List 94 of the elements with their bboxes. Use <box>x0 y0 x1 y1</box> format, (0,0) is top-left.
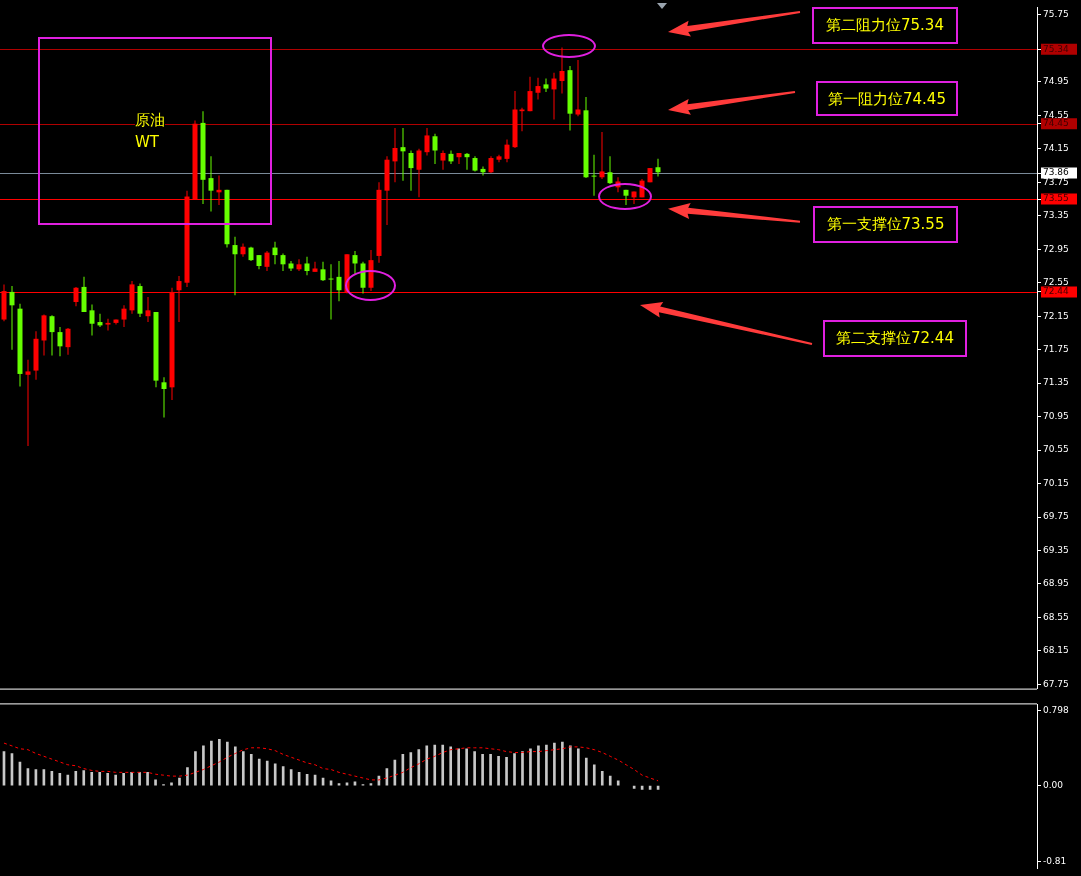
bar <box>218 738 221 786</box>
candlestick <box>400 127 406 181</box>
bar <box>473 751 476 786</box>
bar <box>114 774 117 786</box>
bar <box>592 764 596 786</box>
y-tick-label: 70.55 <box>1043 444 1069 455</box>
y-tick-label: 69.35 <box>1043 544 1069 555</box>
bar <box>497 755 500 786</box>
bar <box>226 741 229 786</box>
bar <box>441 744 445 786</box>
bar <box>561 741 564 786</box>
bar <box>616 780 620 786</box>
bar <box>154 779 157 786</box>
y-tick-label: 67.75 <box>1043 678 1069 689</box>
bar <box>241 751 245 786</box>
bar <box>98 772 102 786</box>
line-series <box>3 742 659 782</box>
bar <box>273 763 277 786</box>
bar <box>449 746 453 786</box>
y-tick-label: 72.44 <box>1043 286 1070 297</box>
annotation: 原油 WT <box>135 109 165 153</box>
ref-line-label: 第一支撑位73.55 <box>813 206 958 243</box>
y-tick-label: 74.55 <box>1043 109 1069 120</box>
y-tick-label: 74.95 <box>1043 76 1069 87</box>
bar <box>489 754 492 786</box>
y-tick-label: 74.15 <box>1043 143 1069 154</box>
bar <box>146 772 149 786</box>
y-tick-label: 73.55 <box>1043 193 1069 204</box>
bar <box>553 742 556 786</box>
bar <box>178 777 181 786</box>
bar <box>66 774 70 786</box>
bar <box>577 748 580 786</box>
bar <box>417 749 421 786</box>
bar <box>537 745 540 786</box>
y-tick-label: 68.15 <box>1043 645 1069 656</box>
y-tick-label: 72.95 <box>1043 243 1069 254</box>
y-tick-label: 0.798 <box>1043 704 1070 715</box>
bar <box>457 748 460 786</box>
bar <box>505 756 508 786</box>
bar <box>529 748 532 786</box>
y-tick-label: 73.35 <box>1043 210 1069 221</box>
bar <box>90 772 94 786</box>
y-tick-label: 70.15 <box>1043 477 1069 488</box>
bar <box>481 754 484 786</box>
y-tick-label: 68.55 <box>1043 611 1069 622</box>
bar <box>82 770 86 786</box>
bar <box>409 752 413 786</box>
y-tick-label: 72.15 <box>1043 310 1069 321</box>
bar <box>608 775 612 786</box>
y-tick-label: 68.95 <box>1043 578 1069 589</box>
y-tick-label: 71.35 <box>1043 377 1069 388</box>
bar <box>122 772 125 786</box>
bar <box>265 760 269 786</box>
y-tick-label: 73.75 <box>1043 176 1069 187</box>
bar <box>233 746 237 786</box>
bar <box>465 748 468 786</box>
ref-line-label: 第二阻力位75.34 <box>812 7 958 44</box>
bar <box>545 744 548 786</box>
bar <box>433 744 437 786</box>
bar <box>584 757 588 786</box>
y-tick-label: 71.75 <box>1043 344 1069 355</box>
ref-line-label: 第二支撑位72.44 <box>823 320 967 357</box>
bar <box>281 766 285 786</box>
y-tick-label: 73.86 <box>1043 167 1070 178</box>
candlestick <box>591 154 597 196</box>
bar <box>202 745 205 786</box>
y-tick-label: 72.55 <box>1043 277 1069 288</box>
bar <box>210 740 213 786</box>
bar <box>130 772 133 786</box>
bar <box>170 782 173 786</box>
y-tick-label: 0.00 <box>1043 779 1064 790</box>
bar <box>600 771 604 786</box>
bar <box>569 745 572 786</box>
candlestick <box>519 107 525 132</box>
bar <box>249 754 253 786</box>
y-tick-label: 74.45 <box>1043 118 1069 129</box>
bar <box>138 772 141 786</box>
y-tick-label: 75.75 <box>1043 9 1069 20</box>
bar <box>186 767 189 786</box>
y-tick-label: 70.95 <box>1043 410 1069 421</box>
bar <box>257 758 261 786</box>
candlestick <box>25 359 31 446</box>
bar <box>513 753 516 786</box>
candlestick <box>328 264 334 320</box>
bar <box>425 745 429 786</box>
y-tick-label: 75.34 <box>1043 43 1070 54</box>
y-tick-label: -0.81 <box>1043 856 1067 867</box>
bar <box>106 772 110 786</box>
bar <box>74 771 78 786</box>
bar <box>58 772 62 786</box>
bar <box>194 751 197 786</box>
y-tick-label: 69.75 <box>1043 511 1069 522</box>
ref-line-label: 第一阻力位74.45 <box>816 81 958 116</box>
bar <box>521 751 524 786</box>
